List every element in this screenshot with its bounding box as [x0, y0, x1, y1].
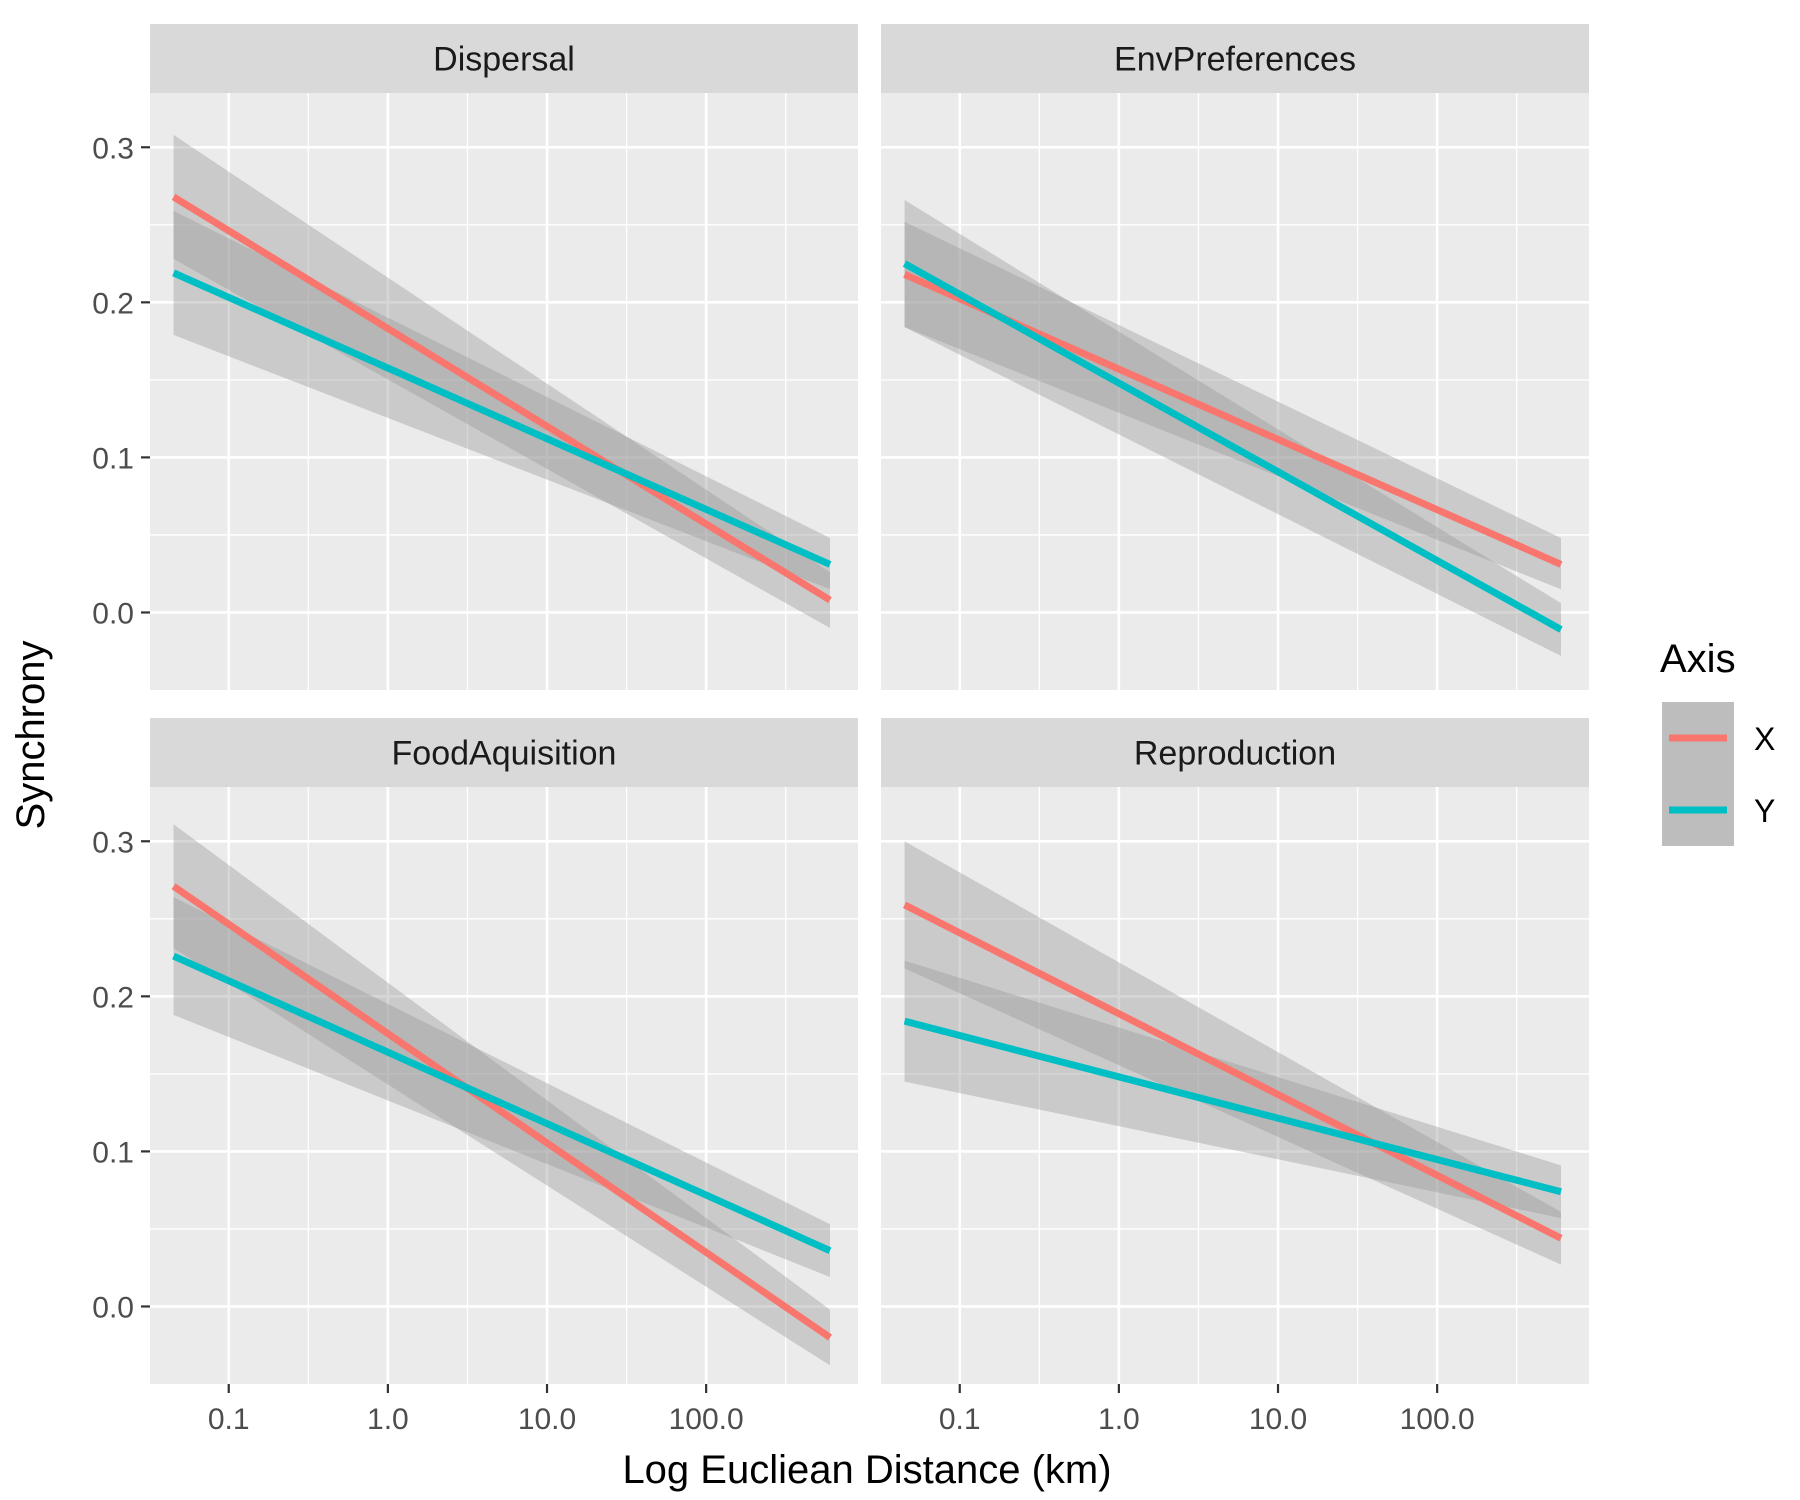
panel-title: EnvPreferences — [1114, 41, 1356, 79]
x-tick-label: 0.1 — [939, 1403, 981, 1436]
panel-background — [881, 93, 1589, 690]
y-tick-label: 0.0 — [92, 1291, 134, 1324]
panel-foodaquisition: FoodAquisition — [150, 718, 858, 1384]
series-line-x — [902, 901, 1563, 1242]
chart-axes: 0.0 0.1 0.2 0.3 0.0 0.1 0.2 0.3 0.1 1.0 10.0 100.0 0… — [92, 132, 1474, 1436]
y-tick-label: 0.2 — [92, 981, 134, 1014]
panel-strip — [150, 718, 858, 787]
y-tick-label: 0.3 — [92, 826, 134, 859]
y-tick-label: 0.1 — [92, 442, 134, 475]
x-tick-label: 100.0 — [1400, 1403, 1475, 1436]
series-line-y — [902, 260, 1563, 633]
panel-strip — [881, 24, 1589, 93]
panel-title: FoodAquisition — [392, 735, 617, 773]
legend-label-y: Y — [1754, 793, 1775, 829]
y-axis-title: Synchrony — [9, 641, 53, 830]
panel-background — [150, 787, 858, 1384]
panel-background — [881, 787, 1589, 1384]
y-tick-label: 0.0 — [92, 597, 134, 630]
series-line-x — [171, 193, 832, 604]
panel-dispersal: Dispersal — [150, 24, 858, 690]
panel-title: Dispersal — [433, 41, 575, 79]
series-line-y — [172, 952, 832, 1254]
y-tick-label: 0.1 — [92, 1136, 134, 1169]
x-tick-label: 1.0 — [367, 1403, 409, 1436]
y-tick-label: 0.3 — [92, 132, 134, 165]
y-tick-label: 0.2 — [92, 287, 134, 320]
confidence-band-x — [173, 824, 830, 1366]
panel-reproduction: Reproduction — [881, 718, 1589, 1384]
legend-title: Axis — [1660, 637, 1736, 681]
legend-label-x: X — [1754, 721, 1775, 757]
x-tick-label: 10.0 — [1249, 1403, 1307, 1436]
panel-strip — [881, 718, 1589, 787]
x-tick-label: 10.0 — [518, 1403, 576, 1436]
x-tick-label: 1.0 — [1098, 1403, 1140, 1436]
panel-envpreferences: EnvPreferences — [881, 24, 1589, 690]
x-tick-label: 0.1 — [208, 1403, 250, 1436]
x-tick-label: 100.0 — [669, 1403, 744, 1436]
panel-strip — [150, 24, 858, 93]
x-axis-title: Log Eucliean Distance (km) — [622, 1448, 1111, 1492]
panel-background — [150, 93, 858, 690]
series-line-y — [172, 269, 832, 568]
panel-title: Reproduction — [1134, 735, 1336, 773]
series-line-x — [171, 883, 832, 1341]
confidence-band-x — [904, 221, 1561, 590]
confidence-band-x — [173, 134, 830, 628]
chart-panels: Dispersal EnvPreferences FoodAquisition Rep… — [150, 24, 1589, 1384]
confidence-band-y — [173, 897, 830, 1278]
series-line-y — [903, 1017, 1562, 1196]
legend: Axis XY — [1660, 637, 1775, 846]
